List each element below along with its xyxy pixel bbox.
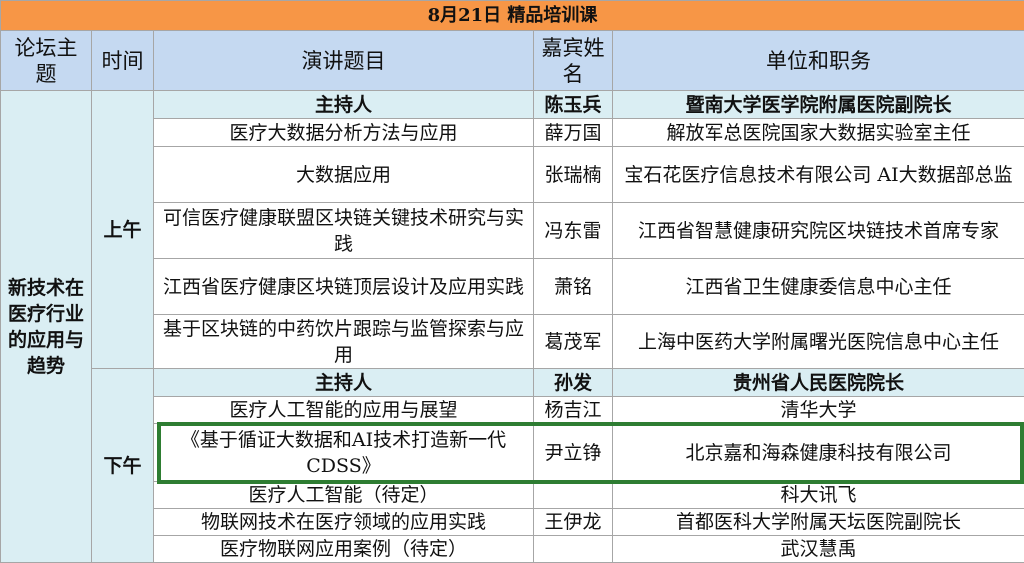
- speaker-org: 武汉慧禹: [613, 536, 1024, 563]
- header-talk: 演讲题目: [154, 31, 534, 91]
- time-morning: 上午: [92, 91, 154, 369]
- talk-title: 基于区块链的中药饮片跟踪与监管探索与应用: [154, 315, 534, 369]
- table-row: 医疗物联网应用案例（待定） 武汉慧禹: [1, 536, 1024, 563]
- speaker-name: [534, 482, 613, 509]
- table-title: 8月21日 精品培训课: [1, 1, 1024, 31]
- talk-title: 大数据应用: [154, 147, 534, 203]
- host-org: 暨南大学医学院附属医院副院长: [613, 91, 1024, 119]
- table-row: 大数据应用 张瑞楠 宝石花医疗信息技术有限公司 AI大数据部总监: [1, 147, 1024, 203]
- speaker-org: 江西省卫生健康委信息中心主任: [613, 259, 1024, 315]
- table-row: 基于区块链的中药饮片跟踪与监管探索与应用 葛茂军 上海中医药大学附属曙光医院信息…: [1, 315, 1024, 369]
- table-row: 可信医疗健康联盟区块链关键技术研究与实践 冯东雷 江西省智慧健康研究院区块链技术…: [1, 203, 1024, 259]
- speaker-name: 葛茂军: [534, 315, 613, 369]
- talk-title: 《基于循证大数据和AI技术打造新一代CDSS》: [154, 424, 534, 482]
- speaker-org: 科大讯飞: [613, 482, 1024, 509]
- speaker-org: 上海中医药大学附属曙光医院信息中心主任: [613, 315, 1024, 369]
- speaker-org: 宝石花医疗信息技术有限公司 AI大数据部总监: [613, 147, 1024, 203]
- header-topic: 论坛主题: [1, 31, 92, 91]
- header-time: 时间: [92, 31, 154, 91]
- talk-title: 可信医疗健康联盟区块链关键技术研究与实践: [154, 203, 534, 259]
- time-afternoon: 下午: [92, 369, 154, 563]
- speaker-name: [534, 536, 613, 563]
- talk-title: 医疗人工智能（待定）: [154, 482, 534, 509]
- speaker-org: 清华大学: [613, 397, 1024, 424]
- header-speaker: 嘉宾姓名: [534, 31, 613, 91]
- speaker-name: 冯东雷: [534, 203, 613, 259]
- talk-title: 江西省医疗健康区块链顶层设计及应用实践: [154, 259, 534, 315]
- table-row-highlighted: 《基于循证大数据和AI技术打造新一代CDSS》 尹立铮 北京嘉和海森健康科技有限…: [1, 424, 1024, 482]
- table-row: 物联网技术在医疗领域的应用实践 王伊龙 首都医科大学附属天坛医院副院长: [1, 509, 1024, 536]
- speaker-name: 尹立铮: [534, 424, 613, 482]
- speaker-name: 萧铭: [534, 259, 613, 315]
- table-row: 医疗人工智能的应用与展望 杨吉江 清华大学: [1, 397, 1024, 424]
- table-row: 医疗人工智能（待定） 科大讯飞: [1, 482, 1024, 509]
- speaker-name: 张瑞楠: [534, 147, 613, 203]
- talk-title: 医疗大数据分析方法与应用: [154, 119, 534, 147]
- talk-title: 物联网技术在医疗领域的应用实践: [154, 509, 534, 536]
- host-org: 贵州省人民医院院长: [613, 369, 1024, 397]
- header-org: 单位和职务: [613, 31, 1024, 91]
- forum-topic: 新技术在医疗行业的应用与趋势: [1, 91, 92, 563]
- speaker-name: 杨吉江: [534, 397, 613, 424]
- talk-title: 医疗人工智能的应用与展望: [154, 397, 534, 424]
- host-name: 陈玉兵: [534, 91, 613, 119]
- speaker-org: 首都医科大学附属天坛医院副院长: [613, 509, 1024, 536]
- table-row: 江西省医疗健康区块链顶层设计及应用实践 萧铭 江西省卫生健康委信息中心主任: [1, 259, 1024, 315]
- host-name: 孙发: [534, 369, 613, 397]
- table-row: 医疗大数据分析方法与应用 薛万国 解放军总医院国家大数据实验室主任: [1, 119, 1024, 147]
- speaker-org: 江西省智慧健康研究院区块链技术首席专家: [613, 203, 1024, 259]
- speaker-org: 北京嘉和海森健康科技有限公司: [613, 424, 1024, 482]
- speaker-org: 解放军总医院国家大数据实验室主任: [613, 119, 1024, 147]
- talk-title: 医疗物联网应用案例（待定）: [154, 536, 534, 563]
- host-label: 主持人: [154, 369, 534, 397]
- speaker-name: 王伊龙: [534, 509, 613, 536]
- host-label: 主持人: [154, 91, 534, 119]
- speaker-name: 薛万国: [534, 119, 613, 147]
